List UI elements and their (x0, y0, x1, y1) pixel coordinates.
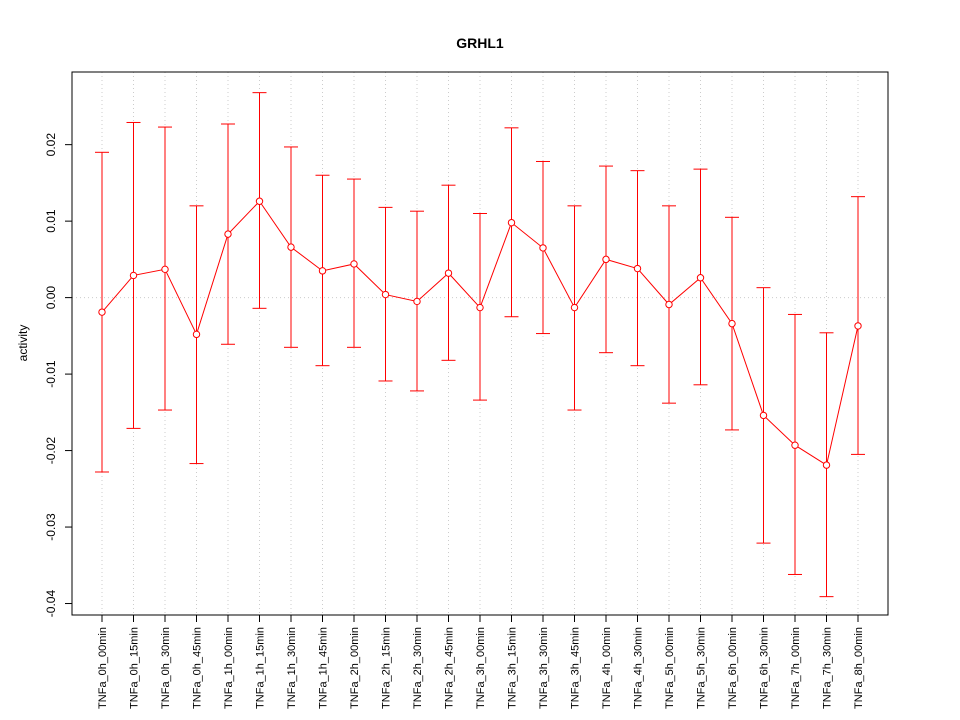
data-point (444, 269, 453, 277)
data-point (98, 308, 106, 316)
data-point (822, 461, 831, 469)
y-tick-label: -0.02 (44, 437, 58, 465)
x-tick-label: TNFa_7h_30min (822, 627, 834, 709)
data-point (633, 264, 642, 273)
y-axis: -0.04 -0.03 -0.02 -0.01 0.00 0.01 0.02 (44, 133, 72, 618)
plot-frame (71, 71, 889, 616)
data-point (539, 244, 547, 252)
x-tick-label: TNFa_1h_30min (286, 627, 298, 709)
x-tick-label: TNFa_1h_00min (223, 627, 235, 709)
data-point (129, 271, 138, 280)
data-point (255, 197, 264, 205)
y-tick-label: 0.02 (44, 133, 58, 157)
x-tick-label: TNFa_5h_00min (664, 627, 676, 709)
y-tick-label: -0.04 (44, 590, 58, 618)
x-tick-label: TNFa_0h_15min (129, 627, 141, 709)
data-point (602, 255, 610, 264)
y-tick-label: 0.00 (44, 286, 58, 310)
x-tick-label: TNFa_3h_15min (507, 627, 519, 709)
data-point (224, 230, 232, 238)
y-tick-label: -0.03 (44, 513, 58, 541)
x-tick-label: TNFa_2h_30min (412, 627, 424, 709)
x-tick-label: TNFa_0h_30min (160, 627, 172, 709)
data-point (791, 441, 799, 449)
data-point (161, 265, 169, 274)
y-axis-label: activity (16, 325, 30, 362)
x-tick-label: TNFa_7h_00min (790, 627, 802, 709)
chart-title: GRHL1 (456, 35, 504, 51)
x-tick-label: TNFa_3h_30min (538, 627, 550, 709)
x-tick-label: TNFa_2h_00min (349, 627, 361, 709)
data-point (854, 322, 862, 330)
data-point (696, 274, 705, 282)
data-point (759, 411, 768, 420)
x-tick-label: TNFa_5h_30min (696, 627, 708, 709)
data-point (476, 303, 484, 312)
y-tick-label: -0.01 (44, 360, 58, 388)
data-point (570, 303, 579, 312)
grid-lines (72, 72, 888, 615)
data-series (98, 197, 862, 469)
x-tick-label: TNFa_0h_00min (97, 627, 109, 709)
data-point (192, 330, 201, 339)
data-point (318, 267, 327, 275)
x-tick-label: TNFa_6h_00min (727, 627, 739, 709)
data-point (381, 290, 390, 299)
data-point (287, 243, 295, 251)
x-tick-label: TNFa_1h_45min (318, 627, 330, 709)
x-tick-label: TNFa_3h_00min (475, 627, 487, 709)
y-tick-label: 0.01 (44, 209, 58, 233)
x-tick-label: TNFa_6h_30min (759, 627, 771, 709)
x-tick-label: TNFa_2h_15min (381, 627, 393, 709)
x-tick-label: TNFa_4h_30min (633, 627, 645, 709)
data-point (507, 218, 516, 227)
data-point (413, 297, 421, 306)
data-point (350, 260, 358, 268)
x-tick-label: TNFa_1h_15min (255, 627, 267, 709)
x-tick-label: TNFa_0h_45min (192, 627, 204, 709)
x-tick-label: TNFa_4h_00min (601, 627, 613, 709)
x-tick-label: TNFa_3h_45min (570, 627, 582, 709)
data-point (665, 300, 673, 309)
x-tick-label: TNFa_8h_00min (853, 627, 865, 709)
data-point (728, 319, 736, 328)
x-tick-label: TNFa_2h_45min (444, 627, 456, 709)
x-axis: TNFa_0h_00min TNFa_0h_15min TNFa_0h_30min T… (97, 615, 865, 709)
